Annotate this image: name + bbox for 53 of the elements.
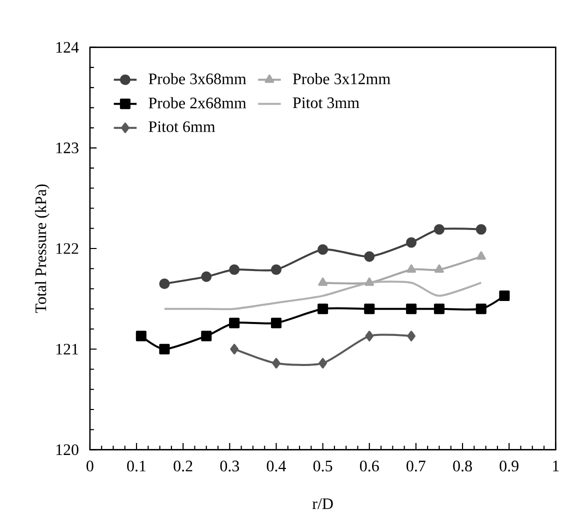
x-tick-label: 0.3: [220, 460, 240, 472]
point: [318, 304, 328, 314]
y-tick-label: 124: [56, 42, 79, 53]
x-axis-title: r/D: [312, 498, 333, 510]
point: [406, 264, 416, 273]
point: [270, 318, 282, 328]
point: [434, 304, 444, 314]
x-tick-label: 0: [86, 460, 94, 472]
legend-label: Pitot 3mm: [292, 98, 360, 108]
x-tick-label: 0.2: [174, 460, 192, 472]
point: [406, 304, 417, 314]
point: [476, 224, 486, 235]
point: [230, 344, 239, 355]
y-tick-label: 120: [56, 444, 78, 456]
point: [136, 330, 146, 342]
point: [272, 358, 280, 369]
y-tick-label: 123: [56, 142, 78, 154]
legend-label: Probe 3x68mm: [148, 73, 246, 84]
point: [406, 237, 417, 248]
point: [476, 251, 486, 260]
point: [318, 278, 328, 286]
point: [434, 264, 444, 273]
point: [365, 330, 374, 342]
point: [159, 344, 170, 355]
y-tick-label: 121: [56, 344, 78, 355]
x-tick-label: 0.9: [500, 460, 518, 472]
x-tick-label: 1: [553, 460, 559, 472]
x-tick-label: 0.8: [453, 460, 472, 472]
point: [270, 264, 282, 276]
y-tick-label: 122: [56, 243, 78, 254]
x-tick-label: 0.1: [127, 460, 146, 472]
y-axis-title: Total Pressure (kPa): [34, 184, 50, 314]
point: [364, 304, 375, 314]
point: [229, 264, 240, 276]
x-tick-label: 0.7: [406, 460, 426, 472]
x-tick-label: 0.4: [266, 460, 286, 472]
legend-label: Probe 2x68mm: [148, 97, 246, 109]
point: [434, 224, 444, 235]
x-tick-label: 0.6: [360, 460, 379, 472]
point: [201, 272, 212, 282]
point: [407, 330, 416, 342]
legend-label: Pitot 6mm: [148, 121, 216, 132]
point: [476, 304, 486, 314]
point: [499, 290, 510, 302]
x-tick-label: 0.5: [313, 460, 332, 472]
point: [229, 318, 240, 328]
point: [364, 251, 375, 262]
point: [364, 278, 374, 286]
point: [201, 330, 212, 342]
point: [159, 278, 170, 290]
legend-label: Probe 3x12mm: [292, 73, 390, 84]
point: [318, 358, 328, 369]
point: [318, 244, 328, 255]
